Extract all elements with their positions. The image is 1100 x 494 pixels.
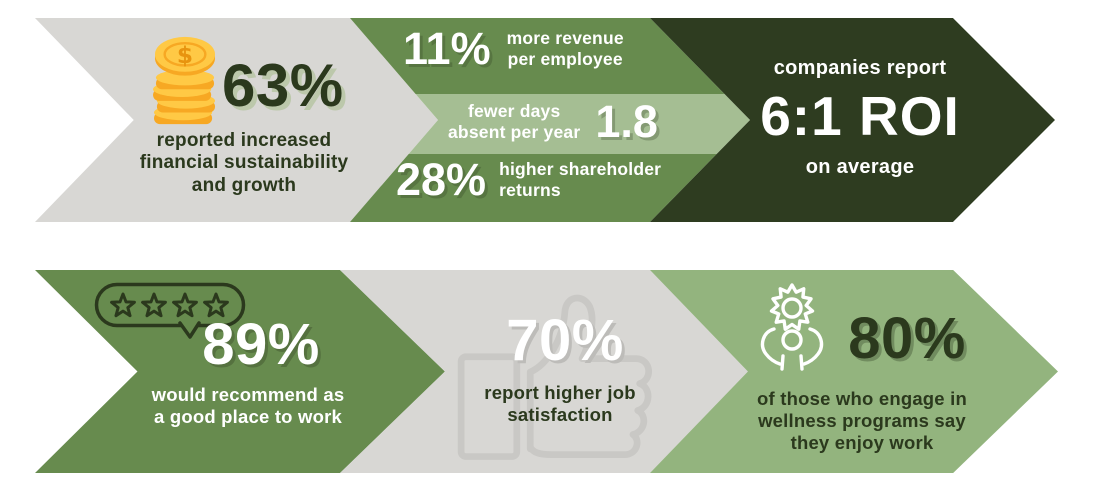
recommend-stat: 89%: [202, 312, 320, 377]
recommend-caption: would recommend as a good place to work: [133, 384, 363, 428]
revenue-caption: more revenue per employee: [507, 28, 624, 69]
roi-tail-text: on average: [805, 156, 915, 178]
caption-line: they enjoy work: [790, 431, 934, 453]
satisfaction-chevron-shape: [340, 270, 748, 473]
caption-line: more revenue: [506, 27, 624, 48]
roi-group: companies report 6:1 ROI on average: [740, 57, 980, 179]
caption-line: a good place to work: [154, 405, 342, 427]
caption-line: financial sustainability: [139, 152, 349, 174]
coin-stack-icon: $: [153, 36, 216, 125]
caption-line: would recommend as: [151, 384, 345, 405]
wellness-caption: of those who engage in wellness programs…: [744, 388, 980, 453]
star-rating-bubble-icon: [94, 282, 246, 339]
absence-group: fewer days absent per year 1.8: [448, 99, 658, 144]
caption-line: report higher job: [484, 382, 636, 403]
roi-stat: 6:1 ROI: [760, 85, 960, 147]
absence-caption: fewer days absent per year: [448, 101, 580, 142]
financial-caption: reported increased financial sustainabil…: [128, 130, 360, 197]
revenue-group: 11% more revenue per employee: [403, 26, 624, 71]
caption-line: fewer days: [467, 100, 561, 121]
caption-line: reported increased: [156, 130, 332, 151]
revenue-stat: 11%: [403, 23, 491, 74]
financial-stat: 63%: [222, 52, 344, 119]
caption-line: absent per year: [448, 121, 581, 142]
caption-line: per employee: [507, 48, 623, 69]
wellness-stat: 80%: [848, 306, 966, 371]
caption-line: higher shareholder: [499, 158, 662, 179]
caption-line: wellness programs say: [758, 409, 966, 431]
shareholder-group: 28% higher shareholder returns: [396, 157, 661, 202]
caption-line: of those who engage in: [757, 388, 967, 409]
roi-lead-text: companies report: [773, 57, 947, 79]
svg-text:$: $: [177, 42, 193, 69]
satisfaction-stat: 70%: [506, 308, 624, 373]
thumbs-up-icon: [457, 294, 652, 460]
shareholder-stat: 28%: [396, 154, 487, 205]
caption-line: and growth: [191, 174, 297, 196]
caption-line: returns: [499, 179, 561, 200]
satisfaction-caption: report higher job satisfaction: [455, 382, 665, 426]
absence-stat: 1.8: [595, 96, 658, 147]
shareholder-caption: higher shareholder returns: [499, 159, 661, 200]
hands-holding-sun-icon: [760, 283, 824, 371]
caption-line: satisfaction: [507, 403, 613, 425]
